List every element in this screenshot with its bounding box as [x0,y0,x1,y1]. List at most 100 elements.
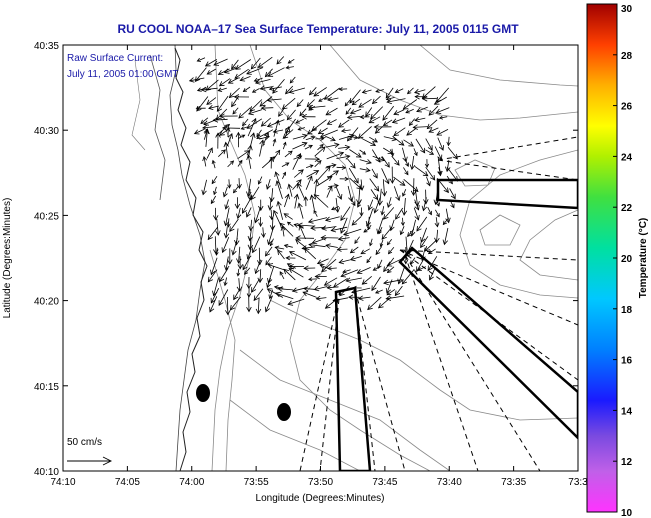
x-tick-label: 73:45 [372,477,397,488]
current-vector [412,124,429,130]
current-vector [367,296,382,311]
current-vector [373,124,392,130]
current-vector [375,88,384,93]
current-vector [193,128,205,135]
current-vector [247,229,253,242]
current-vector [297,202,304,219]
current-vector [317,127,328,135]
current-vector [254,79,271,85]
current-vector [324,216,340,222]
current-vector [267,67,285,77]
current-vector [258,199,264,212]
current-vector [257,269,263,284]
current-vector [217,87,227,92]
current-vector [321,258,337,273]
current-vector [414,166,429,177]
x-tick-label: 73:3 [568,477,588,488]
current-vector [269,209,274,221]
current-vector [370,189,379,201]
current-vector [372,266,381,271]
current-vector [242,118,249,127]
current-vector [449,199,455,209]
current-vector [350,197,356,207]
current-vector [339,176,350,182]
current-vector [235,131,242,148]
current-vector [313,285,328,292]
current-vector [321,225,337,231]
current-vector [254,259,262,275]
current-vector [236,268,241,277]
current-vector [437,137,444,151]
current-vector [287,298,305,306]
current-vector [216,95,229,112]
current-vector [304,156,321,162]
current-vector [223,256,230,271]
current-vector [331,206,340,211]
x-axis-ticks: 74:10 74:05 74:00 73:55 73:50 73:45 73:40 73:35… [50,45,588,488]
current-vector [426,119,438,130]
current-vector [248,219,254,232]
current-vector [336,154,351,160]
current-vector [316,258,329,265]
current-vector [255,297,262,315]
current-vector [236,178,242,190]
current-vector [349,255,362,262]
current-vector [407,228,415,238]
y-tick-label: 40:20 [34,297,59,308]
current-vector [406,87,414,95]
current-vector [358,98,372,108]
current-vector [286,109,296,121]
current-vector [391,117,406,124]
current-vector [383,207,395,220]
current-vector [389,219,395,232]
current-vector [282,129,294,139]
current-vector [369,178,380,192]
current-vector [415,138,426,154]
x-tick-label: 73:55 [244,477,269,488]
current-vector [231,59,239,70]
current-vector [405,249,414,257]
current-vector [238,134,246,139]
current-vector [259,85,273,91]
current-vector [410,178,417,197]
scale-label: 50 cm/s [67,437,102,448]
current-vector [208,105,219,110]
current-vector [403,178,419,192]
current-vector [266,97,282,103]
current-vector [326,185,333,198]
current-vector [436,198,440,207]
current-vector [210,195,217,205]
current-vector [338,87,348,92]
current-vector [275,180,283,200]
colorbar-tick-label: 12 [621,457,633,468]
current-vector [370,106,384,120]
current-vector [404,158,409,167]
current-vector [425,138,433,151]
current-vector [205,79,219,91]
current-vector [414,93,428,100]
current-vector [313,178,319,197]
current-vector [260,227,266,238]
current-vector [420,227,427,243]
current-vector [232,107,239,115]
current-vector [420,236,429,249]
current-vector [289,76,296,84]
current-vector [229,218,239,232]
current-vector [273,149,281,160]
current-vector [361,89,372,94]
current-vector [386,289,396,296]
current-vector [357,295,371,301]
current-vector [381,156,390,168]
current-vector [285,255,296,261]
current-vector [297,222,315,229]
current-vector [212,207,219,221]
current-vector [287,58,295,64]
current-vector [227,179,232,189]
current-vector [371,168,378,179]
current-vector [344,99,351,107]
current-vector [212,117,228,123]
current-vector [307,104,326,111]
current-vector [293,155,303,160]
current-vector [357,199,362,208]
current-vector [379,239,384,248]
